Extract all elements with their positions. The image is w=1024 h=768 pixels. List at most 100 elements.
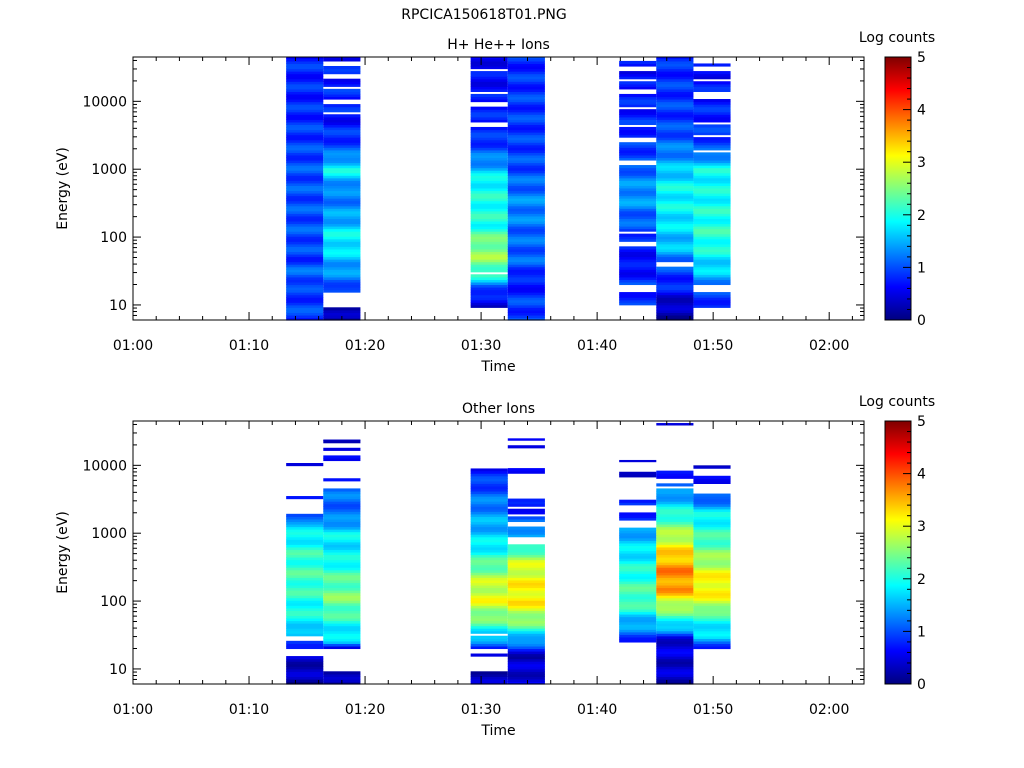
energy-bin-cell <box>507 501 545 505</box>
energy-bin-cell <box>693 223 731 227</box>
energy-bin-cell <box>507 228 545 232</box>
energy-bin-cell <box>693 203 731 207</box>
energy-bin-cell <box>619 512 657 516</box>
energy-bin-cell <box>323 640 361 644</box>
energy-bin-cell <box>507 630 545 634</box>
energy-bin-cell <box>507 574 545 578</box>
energy-bin-cell <box>323 228 361 232</box>
energy-bin-cell <box>656 142 694 146</box>
energy-bin-cell <box>693 549 731 553</box>
energy-bin-cell <box>693 299 731 303</box>
energy-bin-cell <box>286 595 324 599</box>
energy-bin-cell <box>286 536 324 540</box>
energy-bin-cell <box>323 126 361 131</box>
energy-bin-cell <box>470 572 508 576</box>
energy-bin-cell <box>656 86 694 90</box>
energy-bin-cell <box>323 513 361 517</box>
energy-bin-cell <box>470 286 508 291</box>
energy-bin-cell <box>470 299 508 303</box>
energy-bin-cell <box>507 279 545 283</box>
energy-bin-cell <box>507 274 545 278</box>
energy-bin-cell <box>286 658 324 662</box>
energy-bin-cell <box>693 81 731 85</box>
energy-bin-cell <box>507 508 545 512</box>
energy-bin-cell <box>619 172 657 176</box>
energy-bin-cell <box>507 63 545 67</box>
energy-bin-cell <box>619 292 657 296</box>
energy-bin-cell <box>656 526 694 530</box>
energy-bin-cell <box>693 638 731 642</box>
energy-bin-cell <box>656 154 694 159</box>
energy-bin-cell <box>286 645 324 650</box>
x-axis-label: Time <box>480 359 515 375</box>
energy-bin-cell <box>286 541 324 545</box>
plot-frame <box>132 56 865 321</box>
energy-bin-cell <box>286 518 324 523</box>
energy-bin-cell <box>470 259 508 263</box>
energy-bin-cell <box>286 289 324 293</box>
energy-bin-cell <box>693 551 731 556</box>
energy-bin-cell <box>619 279 657 283</box>
energy-bin-cell <box>507 137 545 141</box>
energy-bin-cell <box>619 223 657 227</box>
energy-bin-cell <box>470 582 508 586</box>
x-tick-label: 01:50 <box>693 702 733 718</box>
energy-bin-cell <box>693 192 731 197</box>
spectrogram-cells <box>286 57 731 321</box>
energy-bin-cell <box>470 531 508 535</box>
energy-bin-cell <box>323 261 361 265</box>
energy-bin-cell <box>656 595 694 599</box>
energy-bin-cell <box>619 104 657 108</box>
energy-bin-cell <box>693 546 731 551</box>
energy-bin-cell <box>323 617 361 622</box>
time-column <box>693 63 731 308</box>
energy-bin-cell <box>656 681 694 685</box>
energy-bin-cell <box>656 676 694 680</box>
energy-bin-cell <box>693 213 731 217</box>
energy-bin-cell <box>323 597 361 601</box>
energy-bin-cell <box>323 137 361 141</box>
energy-bin-cell <box>323 144 361 148</box>
time-column <box>656 423 694 685</box>
energy-bin-cell <box>507 673 545 677</box>
energy-bin-cell <box>507 134 545 138</box>
energy-bin-cell <box>619 553 657 557</box>
energy-bin-cell <box>507 556 545 561</box>
energy-bin-cell <box>470 149 508 153</box>
energy-bin-cell <box>323 162 361 166</box>
energy-bin-cell <box>507 281 545 286</box>
energy-bin-cell <box>507 192 545 197</box>
y-tick-label: 100 <box>100 594 127 610</box>
energy-bin-cell <box>507 620 545 624</box>
energy-bin-cell <box>656 208 694 212</box>
energy-bin-cell <box>470 625 508 629</box>
energy-bin-cell <box>619 517 657 521</box>
energy-bin-cell <box>323 498 361 502</box>
energy-bin-cell <box>619 190 657 194</box>
energy-bin-cell <box>323 567 361 571</box>
energy-bin-cell <box>286 529 324 533</box>
energy-bin-cell <box>656 584 694 589</box>
energy-bin-cell <box>619 261 657 265</box>
energy-bin-cell <box>507 650 545 655</box>
energy-bin-cell <box>323 218 361 222</box>
energy-bin-cell <box>656 597 694 601</box>
colorbar-tick-label: 0 <box>917 677 926 693</box>
energy-bin-cell <box>286 309 324 313</box>
energy-bin-cell <box>693 597 731 601</box>
energy-bin-cell <box>470 241 508 245</box>
energy-bin-cell <box>656 678 694 683</box>
energy-bin-cell <box>693 104 731 108</box>
energy-bin-cell <box>507 551 545 556</box>
energy-bin-cell <box>656 192 694 197</box>
energy-bin-cell <box>470 556 508 561</box>
energy-bin-cell <box>470 628 508 632</box>
energy-bin-cell <box>619 474 657 478</box>
energy-bin-cell <box>619 220 657 225</box>
energy-bin-cell <box>470 165 508 169</box>
energy-bin-cell <box>619 459 657 463</box>
energy-bin-cell <box>507 623 545 627</box>
energy-bin-cell <box>507 220 545 225</box>
energy-bin-cell <box>286 269 324 273</box>
energy-bin-cell <box>507 170 545 174</box>
